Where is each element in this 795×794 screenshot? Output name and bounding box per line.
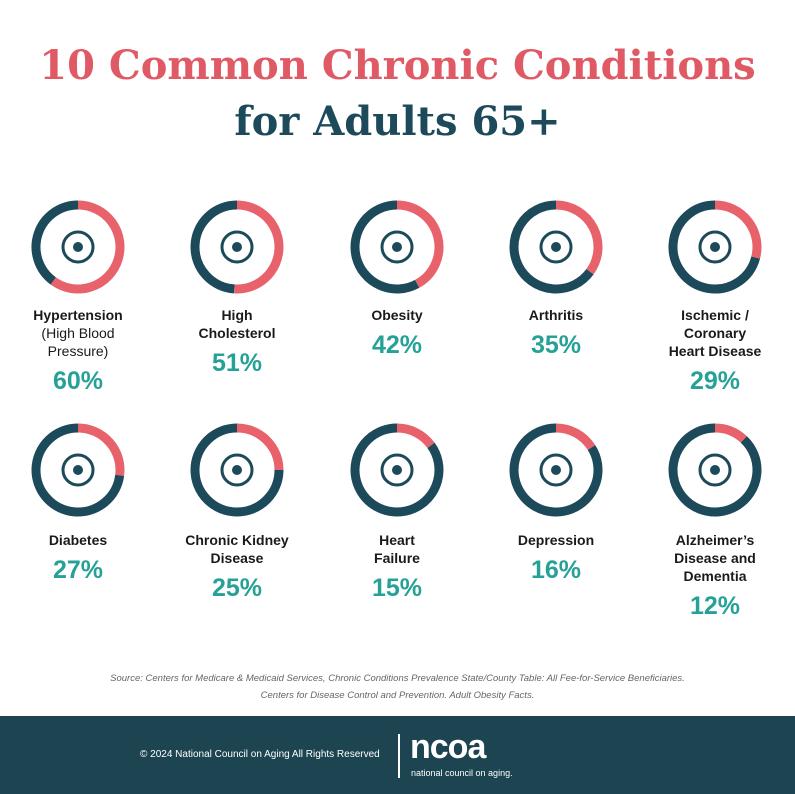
title-line-2: for Adults 65+ <box>234 98 561 145</box>
percent-label: 51% <box>211 349 263 377</box>
label-line: Obesity <box>371 307 423 323</box>
label-line: Alzheimer’s <box>675 532 755 548</box>
condition-label: High Cholesterol 51% <box>162 306 312 378</box>
condition-label: Alzheimer’s Disease and Dementia 12% <box>640 531 790 621</box>
percent-label: 29% <box>689 367 741 395</box>
label-line: Disease <box>210 550 264 566</box>
icon-dot <box>232 465 242 475</box>
ring-segment <box>396 423 435 449</box>
ring-remainder <box>509 200 594 294</box>
title-line-1: 10 Common Chronic Conditions <box>39 42 756 89</box>
label-line: Disease and <box>674 550 756 566</box>
condition-label: Heart Failure 15% <box>322 531 472 603</box>
label-line: Dementia <box>683 568 747 584</box>
label-line: Failure <box>374 550 420 566</box>
ring-remainder <box>668 423 762 517</box>
percent-label: 15% <box>371 574 423 602</box>
icon-dot <box>392 465 402 475</box>
condition-label: Obesity 42% <box>322 306 472 360</box>
label-line: Coronary <box>683 325 747 341</box>
ring-remainder <box>190 423 284 517</box>
condition-label: Hypertension (High Blood Pressure) 60% <box>3 306 153 396</box>
icon-dot <box>551 242 561 252</box>
icon-dot <box>710 242 720 252</box>
icon <box>539 453 573 487</box>
percent-label: 27% <box>52 556 104 584</box>
ring-segment <box>555 200 603 275</box>
icon <box>220 230 254 264</box>
ring-segment <box>555 423 596 451</box>
ring-remainder <box>509 423 603 517</box>
ring-remainder <box>350 200 420 294</box>
rings <box>31 200 762 517</box>
icon <box>698 453 732 487</box>
ring-segment <box>396 200 444 288</box>
percent-label: 60% <box>52 367 104 395</box>
label-line: Hypertension <box>33 307 123 323</box>
label-line: Arthritis <box>528 307 584 323</box>
icon-dot <box>551 465 561 475</box>
condition-label: Depression 16% <box>481 531 631 585</box>
label-line: Heart <box>379 532 415 548</box>
icon <box>220 453 254 487</box>
ring-segment <box>50 200 125 294</box>
ring-segment <box>714 423 747 443</box>
icon-dot <box>392 242 402 252</box>
ring-segment <box>236 423 284 471</box>
condition-label: Diabetes 27% <box>3 531 153 585</box>
icon <box>61 453 95 487</box>
icon-dot <box>73 465 83 475</box>
ring-remainder <box>190 200 238 294</box>
ring-remainder <box>31 423 125 517</box>
copyright: © 2024 National Council on Aging All Rig… <box>140 749 380 760</box>
percent-label: 16% <box>530 556 582 584</box>
footer: © 2024 National Council on Aging All Rig… <box>0 716 795 794</box>
ring-segment <box>234 200 284 294</box>
label-line: Depression <box>517 532 595 548</box>
logo: ncoa <box>410 728 486 766</box>
divider <box>398 734 400 778</box>
label-line: High <box>221 307 253 323</box>
ring-remainder <box>350 423 444 517</box>
logo-tagline: national council on aging. <box>411 768 513 778</box>
label-line: (High Blood Pressure) <box>41 325 115 359</box>
icon <box>380 230 414 264</box>
icon <box>539 230 573 264</box>
percent-label: 25% <box>211 574 263 602</box>
label-line: Chronic Kidney <box>185 532 289 548</box>
icon <box>380 453 414 487</box>
source-line: Centers for Disease Control and Preventi… <box>260 690 535 701</box>
icon-dot <box>73 242 83 252</box>
condition-label: Ischemic / Coronary Heart Disease 29% <box>640 306 790 396</box>
label-line: Ischemic / <box>681 307 749 323</box>
icon-dot <box>710 465 720 475</box>
percent-label: 42% <box>371 331 423 359</box>
label-line: Diabetes <box>48 532 108 548</box>
ring-segment <box>714 200 762 259</box>
icon-dot <box>232 242 242 252</box>
ring-remainder <box>668 200 761 294</box>
label-line: Cholesterol <box>198 325 276 341</box>
ring-remainder <box>31 200 79 285</box>
condition-label: Arthritis 35% <box>481 306 631 360</box>
percent-label: 12% <box>689 592 741 620</box>
label-line: Heart Disease <box>668 343 762 359</box>
icon <box>698 230 732 264</box>
icon <box>61 230 95 264</box>
ring-segment <box>77 423 125 476</box>
source-line: Source: Centers for Medicare & Medicaid … <box>110 673 685 684</box>
condition-label: Chronic Kidney Disease 25% <box>162 531 312 603</box>
percent-label: 35% <box>530 331 582 359</box>
